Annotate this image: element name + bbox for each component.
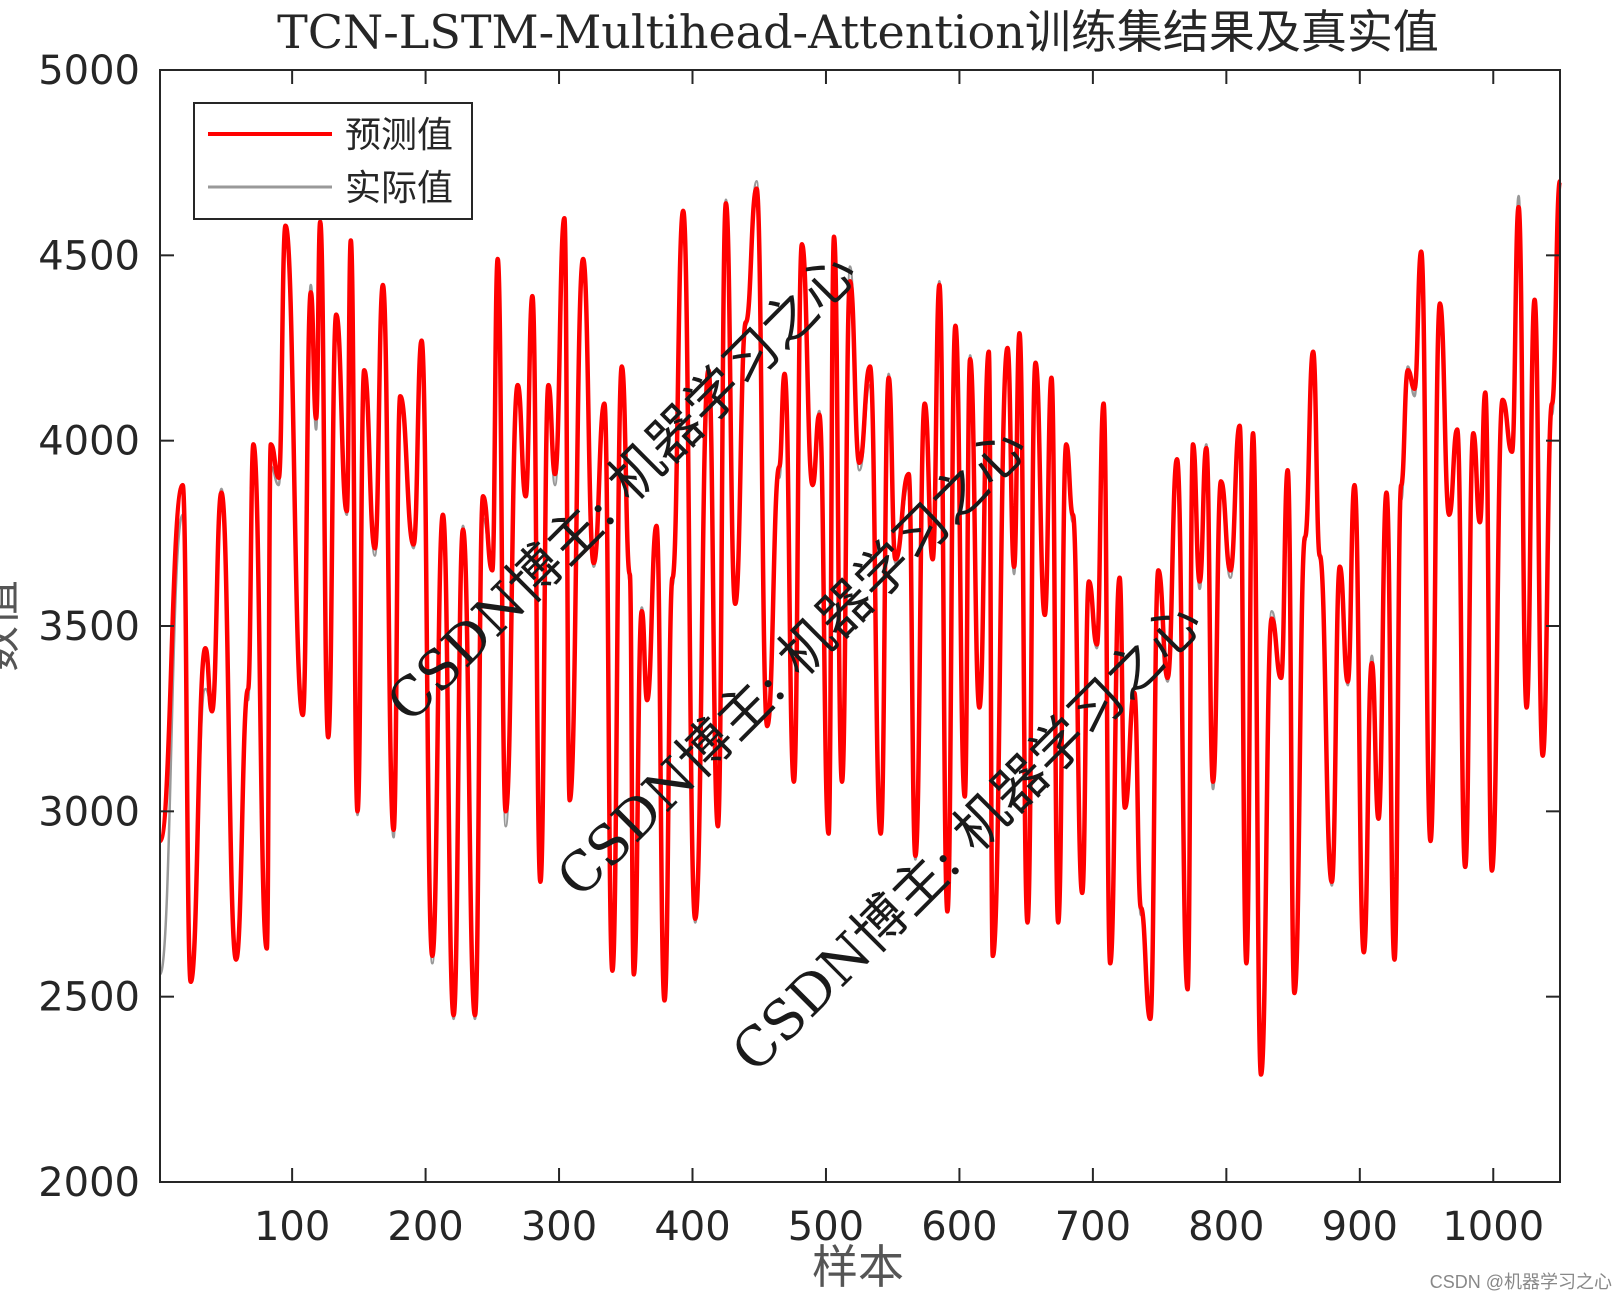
y-tick-label: 3500 — [38, 604, 140, 650]
y-tick-label: 2500 — [38, 975, 140, 1021]
x-axis: 100 200 300 400 500 600 700 800 900 1000 — [254, 70, 1544, 1250]
plot-area: 100 200 300 400 500 600 700 800 900 1000 2000 2500… — [38, 48, 1563, 1250]
x-tick-label: 700 — [1055, 1204, 1131, 1250]
axes-background — [160, 70, 1560, 1182]
x-axis-label: 样本 — [812, 1240, 904, 1294]
y-tick-label: 4000 — [38, 419, 140, 465]
y-tick-label: 5000 — [38, 48, 140, 94]
footer-credit: CSDN @机器学习之心 — [1430, 1272, 1612, 1292]
y-axis-label: 数值 — [0, 580, 25, 672]
series-line-predicted — [157, 178, 1563, 1077]
legend: 预测值 实际值 — [193, 102, 473, 220]
x-tick-label: 900 — [1322, 1204, 1398, 1250]
x-tick-label: 100 — [254, 1204, 330, 1250]
y-tick-label: 3000 — [38, 789, 140, 835]
x-tick-label: 200 — [387, 1204, 463, 1250]
y-tick-label: 2000 — [38, 1160, 140, 1206]
chart-title: TCN-LSTM-Multihead-Attention训练集结果及真实值 — [277, 5, 1439, 59]
series-layer — [157, 178, 1563, 1077]
legend-label-actual: 实际值 — [345, 168, 453, 209]
x-tick-label: 800 — [1188, 1204, 1264, 1250]
x-tick-label: 600 — [921, 1204, 997, 1250]
legend-box — [193, 102, 473, 220]
y-axis: 2000 2500 3000 3500 4000 4500 5000 — [38, 48, 1560, 1206]
x-tick-label: 300 — [521, 1204, 597, 1250]
x-tick-label: 400 — [654, 1204, 730, 1250]
x-tick-label: 1000 — [1442, 1204, 1544, 1250]
x-tick-label: 500 — [788, 1204, 864, 1250]
legend-label-predicted: 预测值 — [345, 115, 453, 156]
y-tick-label: 4500 — [38, 233, 140, 279]
